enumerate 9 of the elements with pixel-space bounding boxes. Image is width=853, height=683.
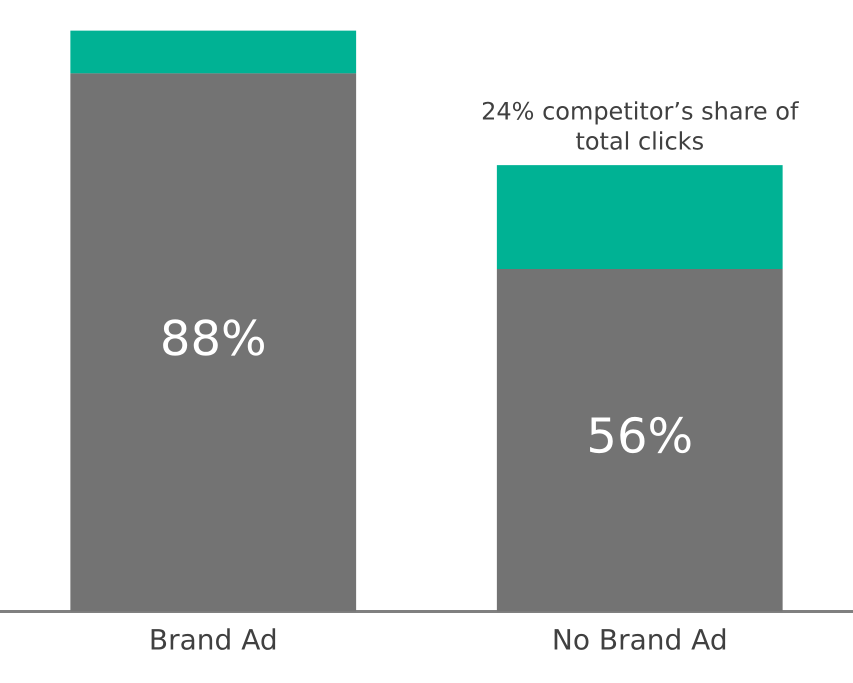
x-tick-label: Brand Ad bbox=[148, 623, 278, 656]
annotation: 24% competitor’s share of total clicks bbox=[481, 97, 799, 156]
data-label: 56% bbox=[586, 408, 694, 465]
bar bbox=[496, 269, 783, 612]
x-tick-label: No Brand Ad bbox=[552, 623, 728, 656]
bar bbox=[70, 73, 356, 612]
bar bbox=[70, 30, 356, 74]
bar bbox=[496, 165, 783, 270]
data-label: 88% bbox=[160, 310, 267, 367]
